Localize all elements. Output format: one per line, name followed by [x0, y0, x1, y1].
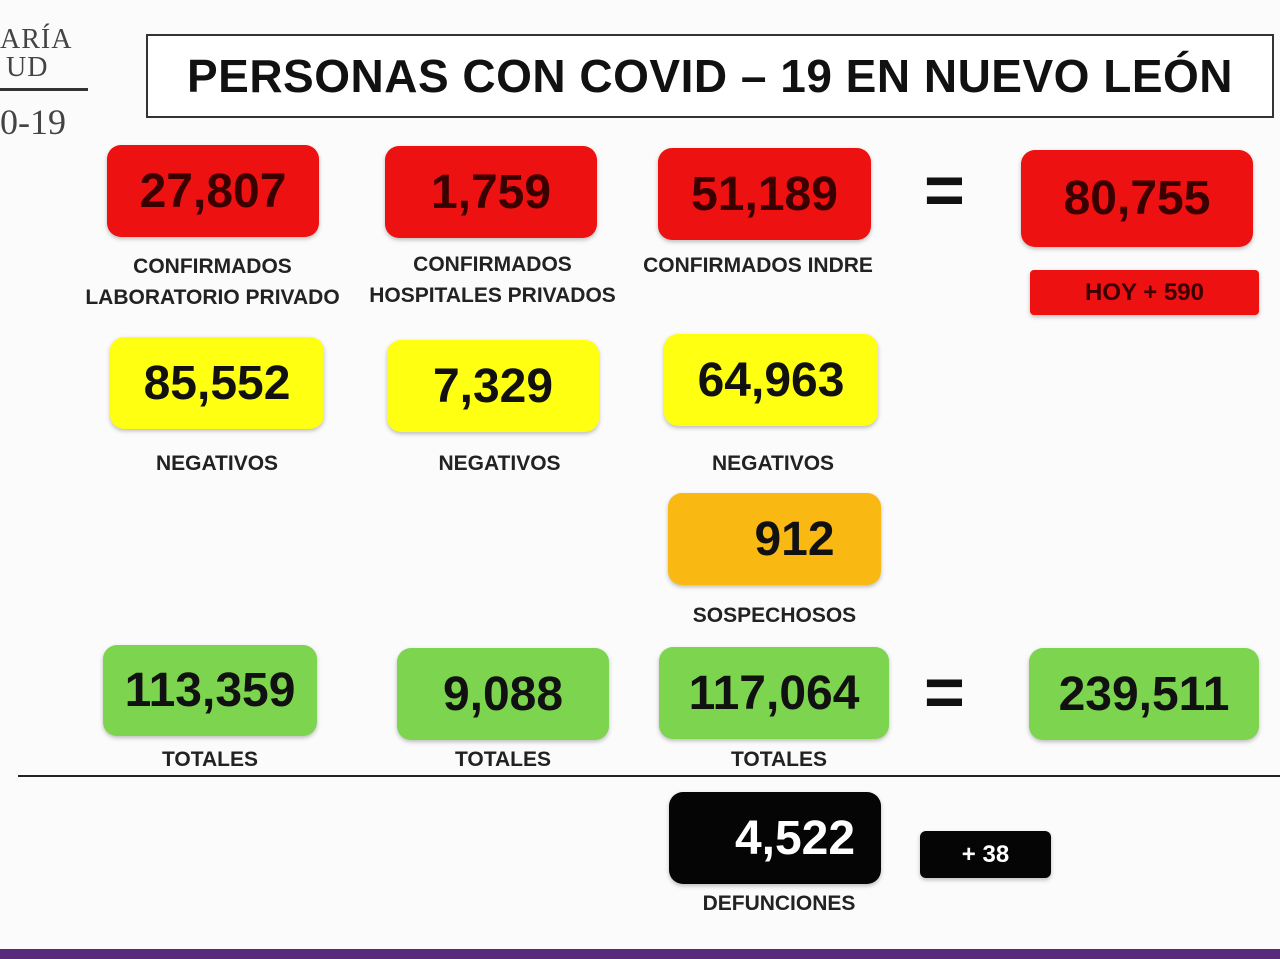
label-confirmed-hosp-private-line1: CONFIRMADOS: [413, 253, 572, 276]
confirmed-today-badge: HOY + 590: [1030, 270, 1259, 315]
total-lab-private-box: 113,359: [103, 645, 317, 736]
logo-line1: ARÍA: [0, 24, 73, 55]
total-hosp-private-box: 9,088: [397, 648, 609, 740]
page-title: PERSONAS CON COVID – 19 EN NUEVO LEÓN: [186, 50, 1234, 102]
suspected-box: 912: [668, 493, 881, 585]
label-confirmed-indre-line1: CONFIRMADOS INDRE: [643, 254, 873, 277]
total-lab-private-value: 113,359: [124, 664, 296, 717]
label-confirmed-indre: CONFIRMADOS INDRE: [628, 250, 888, 281]
label-total-hosp-private: TOTALES: [454, 748, 552, 771]
label-suspected: SOSPECHOSOS: [692, 604, 857, 627]
confirmed-total-value: 80,755: [1063, 172, 1211, 225]
confirmed-lab-private-value: 27,807: [139, 164, 287, 218]
label-deaths: DEFUNCIONES: [702, 892, 856, 915]
confirmed-today-value: HOY + 590: [1085, 278, 1204, 306]
label-confirmed-lab-private-line2: LABORATORIO PRIVADO: [85, 286, 340, 309]
confirmed-hosp-private-box: 1,759: [385, 146, 597, 238]
deaths-value: 4,522: [734, 811, 856, 865]
deaths-today-badge: + 38: [920, 831, 1051, 878]
negative-indre-value: 64,963: [697, 353, 845, 407]
logo-divider: [0, 88, 88, 91]
footer-bar: [0, 949, 1280, 959]
label-total-indre: TOTALES: [730, 748, 828, 771]
confirmed-indre-value: 51,189: [691, 167, 838, 221]
logo-line2: UD: [6, 52, 49, 83]
label-negative-indre: NEGATIVOS: [711, 452, 835, 475]
label-negative-hosp-private: NEGATIVOS: [438, 452, 561, 475]
deaths-box: 4,522: [669, 792, 881, 884]
logo-line3: 0-19: [0, 102, 66, 142]
confirmed-lab-private-box: 27,807: [107, 145, 319, 237]
confirmed-indre-box: 51,189: [658, 148, 871, 240]
horizontal-divider: [18, 775, 1280, 777]
total-indre-value: 117,064: [688, 666, 860, 720]
label-total-lab-private: TOTALES: [161, 748, 259, 771]
confirmed-total-box: 80,755: [1021, 150, 1253, 247]
negative-hosp-private-box: 7,329: [387, 340, 599, 432]
total-indre-box: 117,064: [659, 647, 889, 739]
equals-sign-totals: =: [924, 653, 965, 731]
grand-total-value: 239,511: [1058, 667, 1230, 721]
negative-lab-private-box: 85,552: [110, 337, 324, 429]
label-confirmed-hosp-private: CONFIRMADOS HOSPITALES PRIVADOS: [355, 249, 630, 311]
confirmed-hosp-private-value: 1,759: [430, 165, 552, 219]
label-negative-lab-private: NEGATIVOS: [155, 452, 279, 475]
deaths-today-value: + 38: [961, 840, 1010, 868]
logo: ARÍA UD 0-19: [0, 0, 90, 140]
label-confirmed-lab-private: CONFIRMADOS LABORATORIO PRIVADO: [70, 251, 355, 313]
label-confirmed-lab-private-line1: CONFIRMADOS: [133, 255, 292, 278]
label-confirmed-hosp-private-line2: HOSPITALES PRIVADOS: [369, 284, 616, 307]
negative-hosp-private-value: 7,329: [432, 359, 554, 413]
negative-lab-private-value: 85,552: [143, 356, 291, 410]
equals-sign-confirmed: =: [924, 151, 965, 229]
title-box: PERSONAS CON COVID – 19 EN NUEVO LEÓN: [146, 34, 1274, 118]
negative-indre-box: 64,963: [664, 334, 878, 426]
total-hosp-private-value: 9,088: [442, 667, 564, 721]
grand-total-box: 239,511: [1029, 648, 1259, 740]
suspected-value: 912: [754, 512, 835, 566]
